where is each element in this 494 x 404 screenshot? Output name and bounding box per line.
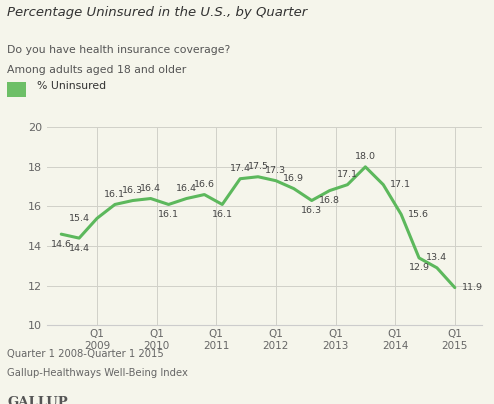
Text: 17.3: 17.3 (265, 166, 287, 175)
Text: Percentage Uninsured in the U.S., by Quarter: Percentage Uninsured in the U.S., by Qua… (7, 6, 308, 19)
Text: Do you have health insurance coverage?: Do you have health insurance coverage? (7, 45, 231, 55)
Text: 18.0: 18.0 (355, 152, 376, 161)
Text: 14.6: 14.6 (51, 240, 72, 249)
Text: 17.5: 17.5 (247, 162, 269, 171)
Text: 15.6: 15.6 (409, 210, 429, 219)
Text: 16.1: 16.1 (104, 190, 125, 199)
Text: 13.4: 13.4 (426, 253, 447, 263)
Text: 14.4: 14.4 (69, 244, 89, 252)
Text: 16.9: 16.9 (283, 174, 304, 183)
Text: 16.1: 16.1 (212, 210, 233, 219)
Text: Quarter 1 2008-Quarter 1 2015: Quarter 1 2008-Quarter 1 2015 (7, 349, 164, 360)
Text: GALLUP: GALLUP (7, 396, 68, 404)
Text: 16.1: 16.1 (158, 210, 179, 219)
Text: Among adults aged 18 and older: Among adults aged 18 and older (7, 65, 187, 75)
Text: 12.9: 12.9 (409, 263, 430, 272)
Text: Gallup-Healthways Well-Being Index: Gallup-Healthways Well-Being Index (7, 368, 188, 378)
Text: 11.9: 11.9 (462, 283, 483, 292)
Text: 17.1: 17.1 (390, 180, 412, 189)
Text: 17.1: 17.1 (337, 170, 358, 179)
Text: 16.4: 16.4 (140, 184, 161, 193)
Text: 17.4: 17.4 (230, 164, 250, 173)
Text: 15.4: 15.4 (69, 214, 90, 223)
Text: 16.8: 16.8 (319, 196, 340, 205)
Text: 16.3: 16.3 (122, 186, 143, 195)
Text: % Uninsured: % Uninsured (37, 81, 106, 91)
Text: 16.4: 16.4 (176, 184, 197, 193)
Text: 16.3: 16.3 (301, 206, 322, 215)
Text: 16.6: 16.6 (194, 180, 215, 189)
